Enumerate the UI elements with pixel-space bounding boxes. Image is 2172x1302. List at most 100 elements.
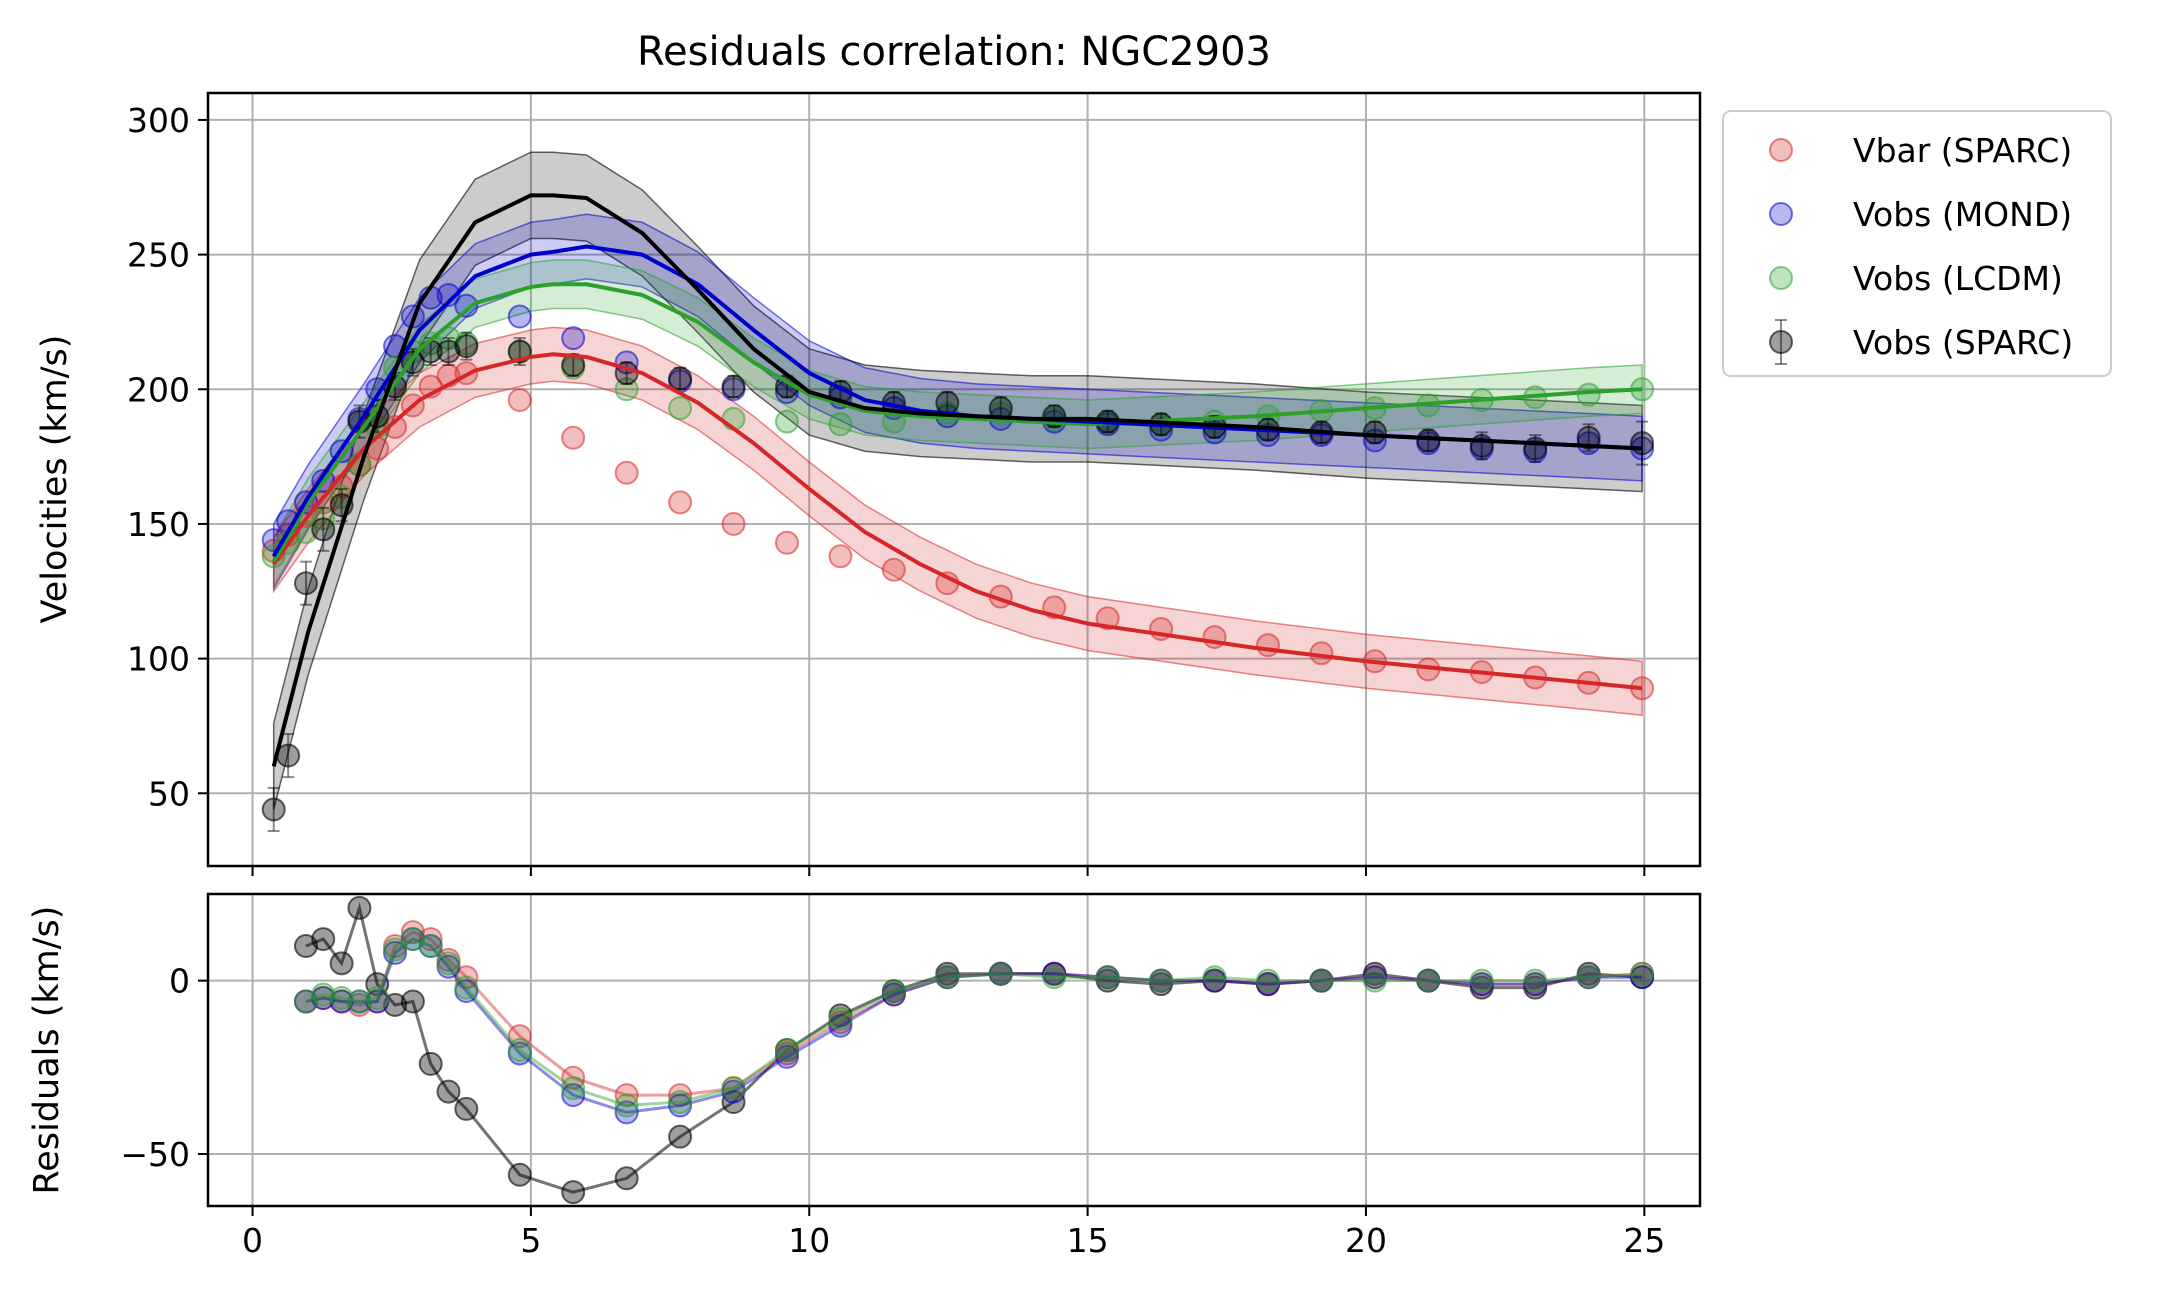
vbar-point: [668, 490, 693, 515]
lcdm-residual-point: [365, 986, 390, 1010]
velocity-y-tick-label: 300: [127, 101, 190, 140]
legend-box: [1722, 110, 2112, 377]
mond-point: [561, 326, 586, 351]
mond-point: [507, 304, 532, 329]
lcdm-residual-point: [311, 982, 336, 1007]
residuals-x-ticks: 0 5 10 15 20 25: [242, 1206, 1665, 1260]
legend: Vbar (SPARC) Vobs (MOND) Vobs (LCDM) Vobs (…: [1722, 110, 2112, 377]
velocity-y-tick-label: 200: [127, 370, 190, 409]
sparc-residual-point: [329, 951, 354, 976]
legend-marker-sparc: [1769, 330, 1793, 354]
sparc-point: [1362, 420, 1387, 445]
mond-residual-point: [828, 1013, 853, 1038]
velocity-y-ticks: 50 100 150 200 250 300: [127, 101, 208, 813]
velocity-fit-curves: [271, 193, 1643, 767]
sparc-point: [668, 366, 693, 391]
vbar-point: [774, 530, 799, 555]
residuals-panel: −50 0 0 5 10 15 20 25 Residuals (km/s): [27, 892, 1702, 1260]
lcdm-point: [668, 396, 693, 421]
residuals-y-tick-label: −50: [120, 1135, 190, 1174]
x-tick-label: 20: [1345, 1221, 1387, 1260]
vbar-residual-point: [418, 927, 443, 952]
lcdm-point: [774, 409, 799, 434]
sparc-residual-point: [383, 992, 408, 1017]
mond-point: [1576, 431, 1601, 456]
vbar-point: [614, 460, 639, 485]
lcdm-residual-point: [1416, 968, 1441, 993]
lcdm-residual-point: [1469, 968, 1494, 993]
mond-point: [436, 283, 461, 308]
residuals-y-axis-label: Residuals (km/s): [27, 906, 67, 1195]
lcdm-residual-point: [347, 989, 372, 1014]
lcdm-residual-point: [614, 1093, 639, 1118]
velocity-y-tick-label: 100: [127, 640, 190, 679]
sparc-point: [1576, 425, 1601, 450]
sparc-residual-point: [347, 895, 372, 920]
sparc-residual-point: [454, 1096, 479, 1121]
sparc-point: [1469, 433, 1494, 458]
vbar-residual-point: [400, 920, 425, 945]
vbar-point: [383, 414, 408, 439]
vbar-point: [507, 388, 532, 413]
lcdm-residual-point: [1202, 965, 1227, 990]
sparc-residual-point: [561, 1180, 586, 1205]
lcdm-residual-point: [418, 934, 443, 958]
lcdm-residual-point: [828, 1006, 853, 1031]
sparc-point: [1630, 431, 1655, 456]
mond-residual-line: [305, 937, 1643, 1114]
x-tick-label: 25: [1623, 1221, 1665, 1260]
velocity-plot-frame: [206, 91, 1702, 868]
lcdm-residual-point: [454, 975, 479, 1000]
sparc-residual-point: [614, 1166, 639, 1191]
sparc-residual-point: [436, 1079, 461, 1104]
x-tick-label: 5: [520, 1221, 541, 1260]
lcdm-point: [828, 412, 853, 437]
velocity-y-tick-label: 50: [148, 774, 190, 813]
sparc-point: [721, 374, 746, 399]
lcdm-residual-point: [668, 1090, 693, 1114]
vbar-fit-line: [272, 352, 1643, 691]
lcdm-point: [1576, 382, 1601, 407]
lcdm-residual-point: [436, 951, 461, 976]
sparc-residual-point: [400, 989, 425, 1014]
sparc-band: [272, 151, 1643, 810]
x-tick-label: 10: [788, 1221, 830, 1260]
sparc-residual-point: [668, 1124, 693, 1149]
lcdm-residual-point: [329, 986, 354, 1010]
lcdm-residual-line: [305, 937, 1643, 1107]
residuals-series: [293, 895, 1655, 1205]
sparc-point: [261, 797, 286, 822]
lcdm-residual-point: [561, 1076, 586, 1101]
sparc-point: [311, 517, 336, 542]
velocity-grid: [208, 93, 1700, 866]
vbar-point: [828, 544, 853, 569]
lcdm-residual-point: [935, 965, 960, 990]
velocity-y-axis-label: Velocities (km/s): [35, 335, 75, 624]
lcdm-residual-point: [1576, 965, 1601, 990]
legend-label-vbar: Vbar (SPARC): [1853, 131, 2072, 170]
lcdm-residual-point: [1149, 968, 1174, 993]
legend-label-mond: Vobs (MOND): [1853, 195, 2072, 234]
vbar-residual-point: [507, 1024, 532, 1049]
velocity-plot-area: [208, 93, 1700, 866]
lcdm-residual-point: [383, 937, 408, 962]
chart-title: Residuals correlation: NGC2903: [637, 29, 1271, 75]
legend-label-sparc: Vobs (SPARC): [1853, 323, 2073, 362]
vbar-point: [721, 511, 746, 536]
mond-point: [454, 293, 479, 318]
lcdm-residual-point: [988, 961, 1013, 986]
legend-marker-vbar: [1769, 138, 1793, 162]
legend-marker-mond: [1769, 202, 1793, 226]
vbar-point: [561, 425, 586, 450]
sparc-point: [293, 571, 318, 596]
lcdm-residual-point: [1523, 968, 1548, 993]
lcdm-residual-point: [1630, 961, 1655, 986]
lcdm-residual-point: [1255, 968, 1280, 993]
legend-label-lcdm: Vobs (LCDM): [1853, 259, 2063, 298]
sparc-point: [454, 334, 479, 359]
residuals-y-ticks: −50 0: [120, 962, 208, 1174]
velocity-y-tick-label: 250: [127, 236, 190, 275]
sparc-residual-point: [365, 972, 390, 997]
mond-residual-point: [561, 1083, 586, 1108]
legend-marker-lcdm: [1769, 266, 1793, 290]
